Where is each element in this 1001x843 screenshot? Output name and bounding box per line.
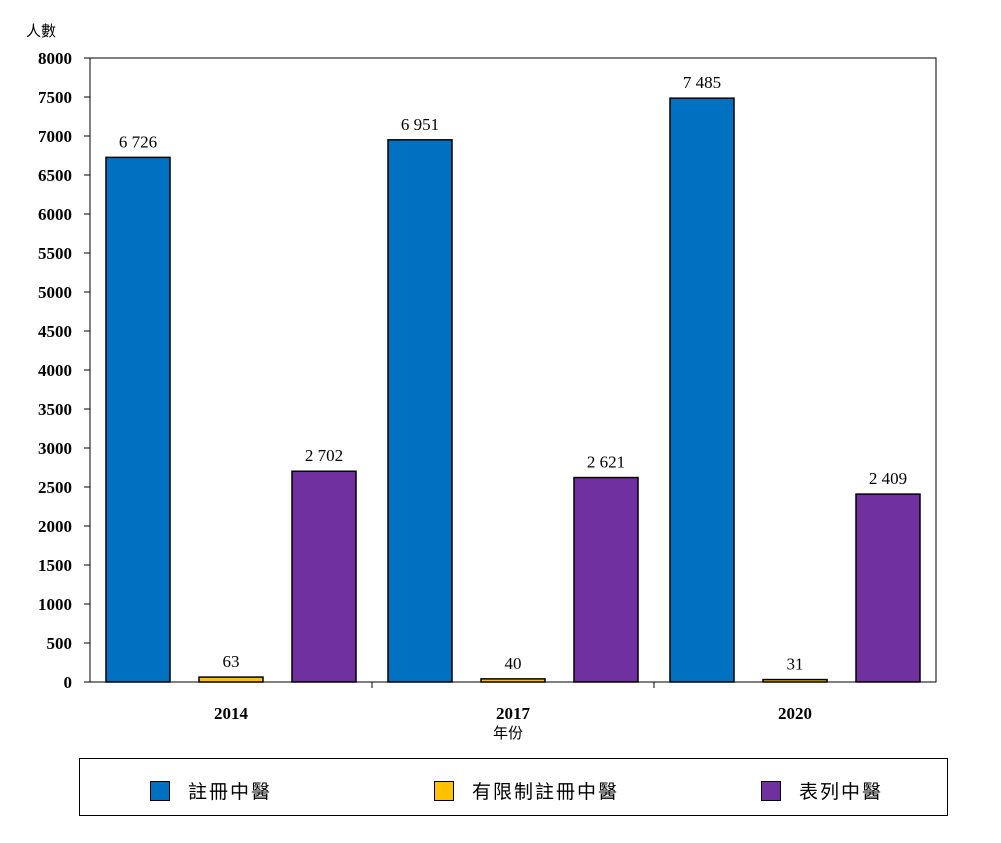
y-tick-label: 0 [64, 673, 73, 692]
y-tick-label: 3500 [38, 400, 72, 419]
bar-chart: 人數 年份 0 500 1000 1500 2000 2500 3000 3500 4000 45… [26, 22, 937, 742]
y-tick-label: 2000 [38, 517, 72, 536]
x-tick-label: 2014 [214, 704, 249, 723]
x-tick-label: 2017 [496, 704, 531, 723]
bar [387, 139, 453, 683]
bar [573, 476, 639, 683]
y-tick-label: 5500 [38, 244, 72, 263]
y-tick-label: 2500 [38, 478, 72, 497]
y-tick-label: 4000 [38, 361, 72, 380]
legend-label: 註冊中醫 [188, 781, 273, 803]
legend-item: 有限制註冊中醫 [434, 777, 619, 804]
legend-label: 有限制註冊中醫 [472, 781, 620, 803]
bar [105, 156, 171, 683]
plot-area-frame [89, 57, 937, 683]
data-label: 7 485 [683, 73, 721, 92]
data-label: 63 [223, 652, 240, 671]
data-label: 40 [505, 654, 522, 673]
legend-item: 註冊中醫 [150, 777, 272, 804]
y-tick-label: 7500 [38, 88, 72, 107]
legend-item: 表列中醫 [761, 777, 883, 804]
y-tick-label: 5000 [38, 283, 72, 302]
bar [198, 676, 264, 683]
y-tick-label: 500 [47, 634, 73, 653]
bar [669, 97, 735, 683]
legend-label: 表列中醫 [799, 781, 884, 803]
y-tick-label: 3000 [38, 439, 72, 458]
legend-swatch [150, 780, 170, 801]
legend: 註冊中醫 有限制註冊中醫 表列中醫 [79, 758, 948, 816]
data-label: 6 726 [119, 132, 157, 151]
y-tick-label: 1500 [38, 556, 72, 575]
data-label: 2 702 [305, 446, 343, 465]
x-tick-label: 2020 [778, 704, 812, 723]
y-tick-label: 4500 [38, 322, 72, 341]
data-label: 6 951 [401, 115, 439, 134]
y-tick-label: 6000 [38, 205, 72, 224]
legend-swatch [434, 780, 454, 801]
bar [291, 470, 357, 683]
bar [855, 493, 921, 683]
data-label: 2 621 [587, 453, 625, 472]
x-axis-title: 年份 [493, 724, 523, 742]
y-tick-label: 7000 [38, 127, 72, 146]
data-label: 2 409 [869, 469, 907, 488]
legend-swatch [761, 780, 781, 801]
data-label: 31 [787, 655, 804, 674]
y-tick-label: 8000 [38, 49, 72, 68]
y-tick-label: 6500 [38, 166, 72, 185]
y-tick-label: 1000 [38, 595, 72, 614]
y-axis-title: 人數 [26, 22, 56, 40]
